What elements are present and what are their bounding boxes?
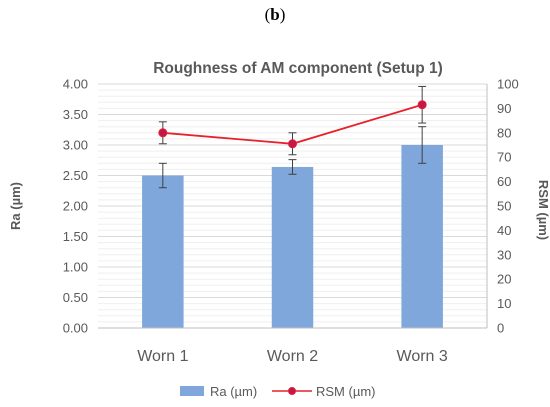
legend-label-ra: Ra (µm) (210, 384, 257, 399)
legend-swatch-ra (180, 386, 204, 396)
point-rsm-1 (158, 128, 168, 138)
bar-ra-2 (271, 166, 314, 328)
y-tick-left: 0.00 (63, 321, 88, 336)
point-rsm-3 (417, 100, 427, 110)
y-tick-right: 0 (497, 321, 504, 336)
y-tick-right: 20 (497, 272, 511, 287)
line-series (158, 85, 427, 156)
panel-label-open: ( (265, 5, 271, 24)
axes (98, 84, 488, 329)
y-tick-right: 80 (497, 125, 511, 140)
x-category-label: Worn 3 (397, 348, 448, 365)
legend-marker-rsm (288, 387, 296, 395)
y-tick-left: 1.00 (63, 260, 88, 275)
y-axis-title-left: Ra (µm) (8, 182, 23, 230)
y-tick-right: 40 (497, 223, 511, 238)
y-axis-title-right: RSM (µm) (536, 180, 550, 240)
y-tick-left: 4.00 (63, 77, 88, 92)
panel-label-letter: b (270, 5, 279, 24)
y-tick-right: 30 (497, 247, 511, 262)
y-tick-right: 100 (497, 77, 519, 92)
y-tick-right: 70 (497, 150, 511, 165)
point-rsm-2 (288, 139, 297, 149)
y-tick-left: 3.00 (63, 138, 88, 153)
legend-label-rsm: RSM (µm) (316, 384, 375, 399)
panel-label: (b) (265, 5, 286, 24)
bar-ra-3 (401, 145, 443, 328)
y-tick-right: 90 (497, 101, 511, 116)
y-tick-right: 60 (497, 174, 511, 189)
y-tick-left: 0.50 (63, 290, 88, 305)
tick-labels: 0.00 0.50 1.00 1.50 2.00 2.50 3.00 3.50 4.00 0 10 2… (63, 77, 519, 366)
y-tick-right: 50 (497, 199, 511, 214)
y-tick-left: 1.50 (63, 229, 88, 244)
x-category-label: Worn 2 (267, 348, 318, 365)
y-tick-left: 3.50 (63, 107, 88, 122)
y-tick-left: 2.00 (63, 199, 88, 214)
y-tick-left: 2.50 (63, 168, 88, 183)
panel-label-close: ) (280, 5, 286, 24)
legend: Ra (µm) RSM (µm) (180, 384, 375, 399)
chart-title: Roughness of AM component (Setup 1) (153, 60, 443, 77)
x-category-label: Worn 1 (137, 348, 188, 365)
bar-series (142, 126, 443, 328)
bar-ra-1 (142, 175, 184, 328)
y-tick-right: 10 (497, 296, 511, 311)
